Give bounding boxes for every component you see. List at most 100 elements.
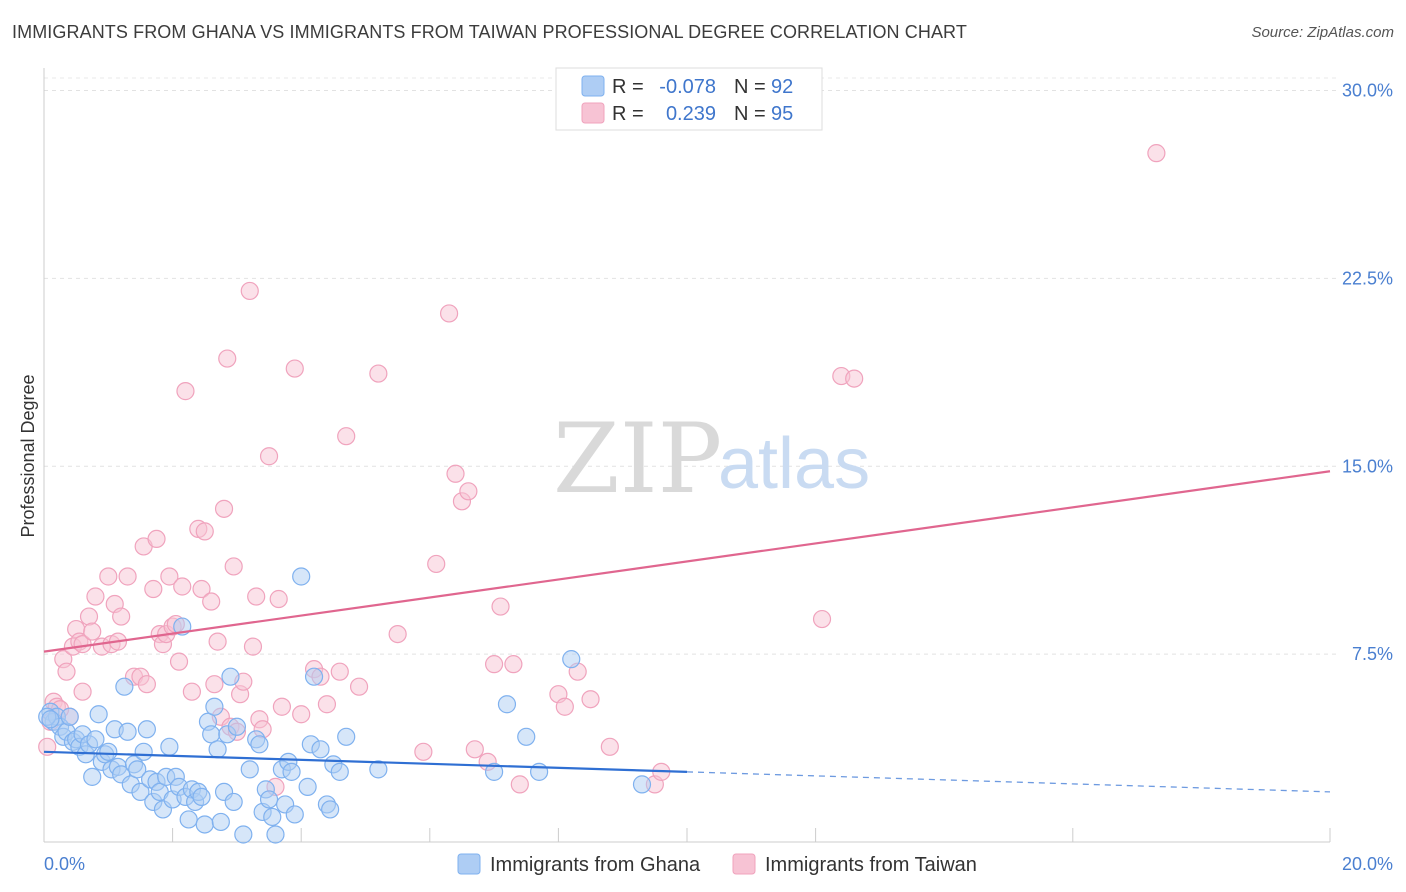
point-ghana (321, 800, 340, 819)
point-taiwan (504, 655, 523, 674)
point-taiwan (99, 567, 118, 586)
legend-label-taiwan: Immigrants from Taiwan (765, 854, 977, 876)
point-taiwan (147, 529, 166, 549)
point-ghana (285, 805, 304, 824)
point-ghana (497, 695, 517, 714)
trend-line-ghana-extension (686, 771, 1331, 793)
point-taiwan (214, 499, 234, 518)
point-taiwan (555, 697, 574, 716)
trend-line-taiwan (43, 470, 1331, 653)
point-ghana (298, 777, 317, 796)
legend-r-label: R = (612, 76, 644, 98)
point-taiwan (285, 359, 304, 378)
point-ghana (263, 807, 282, 827)
point-taiwan (195, 522, 214, 541)
point-ghana (250, 735, 269, 754)
legend-swatch-taiwan (732, 853, 756, 875)
point-ghana (266, 825, 285, 844)
legend-n-value: 92 (771, 76, 793, 98)
point-taiwan (173, 577, 192, 596)
point-taiwan (581, 690, 600, 709)
point-taiwan (202, 592, 221, 611)
point-taiwan (259, 447, 279, 466)
point-ghana (224, 792, 243, 812)
legend-r-label: R = (612, 103, 644, 125)
series-taiwan-points (38, 144, 1166, 796)
point-taiwan (224, 557, 243, 576)
point-taiwan (160, 567, 179, 586)
source-label: Source: ZipAtlas.com (1251, 24, 1394, 41)
point-ghana (632, 775, 652, 794)
point-taiwan (439, 304, 459, 323)
point-taiwan (491, 597, 510, 616)
legend-r-value: 0.239 (666, 103, 716, 125)
y-tick-label: 15.0% (1342, 456, 1393, 476)
legend-n-value: 95 (771, 103, 793, 125)
point-ghana (118, 722, 137, 741)
point-taiwan (272, 697, 292, 716)
point-taiwan (86, 587, 105, 606)
point-taiwan (83, 622, 102, 641)
point-ghana (311, 740, 330, 759)
point-taiwan (137, 675, 156, 694)
point-taiwan (73, 682, 92, 701)
point-taiwan (485, 655, 504, 674)
point-ghana (192, 787, 211, 807)
point-taiwan (118, 567, 137, 586)
point-ghana (41, 710, 60, 729)
legend-n-label: N = (734, 103, 766, 125)
point-ghana (517, 727, 536, 746)
point-ghana (530, 762, 549, 781)
watermark: ZIP atlas (553, 403, 870, 515)
point-taiwan (1147, 144, 1166, 163)
point-taiwan (144, 579, 163, 599)
watermark-zip: ZIP (553, 403, 722, 515)
point-ghana (304, 667, 324, 686)
legend-swatch-taiwan (581, 102, 605, 124)
point-ghana (259, 790, 279, 809)
point-taiwan (427, 554, 446, 574)
point-ghana (179, 810, 198, 829)
point-ghana (89, 705, 108, 724)
point-taiwan (292, 705, 311, 724)
point-ghana (240, 760, 259, 779)
point-ghana (282, 762, 301, 781)
point-taiwan (247, 587, 266, 606)
point-ghana (128, 760, 147, 779)
point-taiwan (218, 349, 237, 368)
point-taiwan (337, 427, 356, 446)
point-taiwan (243, 637, 263, 656)
point-ghana (234, 825, 253, 844)
point-taiwan (240, 281, 259, 301)
legend-swatch-ghana (457, 853, 481, 875)
series-ghana-points (38, 567, 652, 844)
point-ghana (131, 782, 150, 802)
watermark-atlas: atlas (718, 424, 870, 504)
point-ghana (562, 650, 581, 669)
point-ghana (60, 707, 79, 726)
point-taiwan (600, 737, 619, 756)
y-tick-label: 7.5% (1352, 644, 1393, 664)
point-taiwan (169, 652, 189, 671)
legend-n-label: N = (734, 76, 766, 98)
y-tick-label: 30.0% (1342, 81, 1393, 101)
point-ghana (134, 742, 153, 761)
point-taiwan (845, 369, 864, 388)
point-taiwan (349, 677, 369, 696)
point-taiwan (414, 742, 433, 761)
y-tick-label: 22.5% (1342, 268, 1393, 288)
point-ghana (485, 762, 504, 781)
point-taiwan (269, 589, 288, 609)
point-taiwan (79, 607, 99, 626)
point-taiwan (317, 695, 337, 714)
point-taiwan (388, 624, 407, 644)
point-taiwan (57, 662, 76, 681)
x-tick-labels: 0.0% 20.0% (44, 854, 1393, 874)
point-ghana (292, 567, 311, 586)
point-ghana (221, 667, 240, 686)
point-taiwan (112, 607, 131, 626)
point-ghana (211, 812, 230, 832)
point-ghana (137, 720, 156, 739)
legend-swatch-ghana (581, 75, 605, 97)
point-ghana (195, 815, 214, 834)
